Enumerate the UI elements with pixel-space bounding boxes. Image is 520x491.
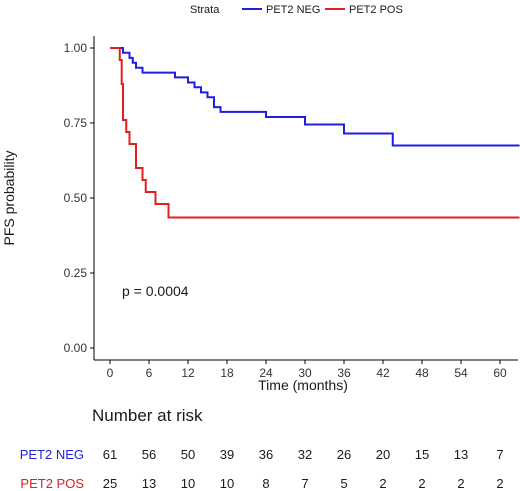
risk-count: 50: [181, 447, 195, 462]
legend-title: Strata: [190, 4, 220, 16]
risk-row-label: PET2 POS: [20, 476, 84, 491]
x-tick-label: 0: [107, 366, 114, 380]
risk-count: 2: [457, 476, 464, 491]
risk-count: 7: [301, 476, 308, 491]
risk-count: 2: [496, 476, 503, 491]
risk-count: 25: [103, 476, 117, 491]
axes: 0.00 0.25 0.50 0.75 1.00 0 6 12 18 24 30 36 42 48 54 6…: [1, 36, 518, 393]
risk-count: 26: [337, 447, 351, 462]
legend: Strata PET2 NEG PET2 POS: [190, 4, 403, 16]
x-tick-label: 42: [376, 366, 390, 380]
x-tick-label: 30: [298, 366, 312, 380]
y-tick-label: 0.25: [64, 266, 88, 280]
risk-row-label: PET2 NEG: [20, 447, 84, 462]
curve-pet2-pos: [110, 47, 520, 219]
legend-label-pos: PET2 POS: [349, 4, 403, 16]
risk-table: Number at risk PET2 NEG 61 56 50 39 36 32 26 20 1…: [20, 406, 504, 491]
legend-label-neg: PET2 NEG: [266, 4, 320, 16]
x-tick-label: 12: [181, 366, 195, 380]
risk-count: 39: [220, 447, 234, 462]
y-axis-title: PFS probability: [1, 151, 17, 246]
risk-count: 2: [379, 476, 386, 491]
risk-count: 15: [415, 447, 429, 462]
risk-table-title: Number at risk: [92, 406, 203, 425]
y-tick-label: 0.50: [64, 191, 88, 205]
x-ticks: 0 6 12 18 24 30 36 42 48 54 60: [107, 360, 507, 380]
p-value-annotation: p = 0.0004: [122, 283, 189, 299]
risk-count: 13: [454, 447, 468, 462]
survival-curves: [110, 47, 520, 219]
x-tick-label: 60: [493, 366, 507, 380]
x-tick-label: 36: [337, 366, 351, 380]
risk-count: 36: [259, 447, 273, 462]
y-tick-label: 0.00: [64, 341, 88, 355]
risk-count: 2: [418, 476, 425, 491]
risk-count: 13: [142, 476, 156, 491]
y-tick-label: 1.00: [64, 41, 88, 55]
risk-count: 10: [220, 476, 234, 491]
risk-count: 61: [103, 447, 117, 462]
risk-count: 32: [298, 447, 312, 462]
x-axis-title: Time (months): [258, 377, 348, 393]
y-tick-label: 0.75: [64, 116, 88, 130]
x-tick-label: 54: [454, 366, 468, 380]
x-tick-label: 6: [146, 366, 153, 380]
risk-count: 5: [340, 476, 347, 491]
risk-count: 8: [262, 476, 269, 491]
x-tick-label: 48: [415, 366, 429, 380]
x-tick-label: 24: [259, 366, 273, 380]
risk-count: 20: [376, 447, 390, 462]
risk-count: 7: [496, 447, 503, 462]
risk-count: 56: [142, 447, 156, 462]
risk-count: 10: [181, 476, 195, 491]
x-tick-label: 18: [220, 366, 234, 380]
curve-pet2-neg: [110, 47, 520, 147]
y-ticks: 0.00 0.25 0.50 0.75 1.00: [64, 41, 94, 355]
